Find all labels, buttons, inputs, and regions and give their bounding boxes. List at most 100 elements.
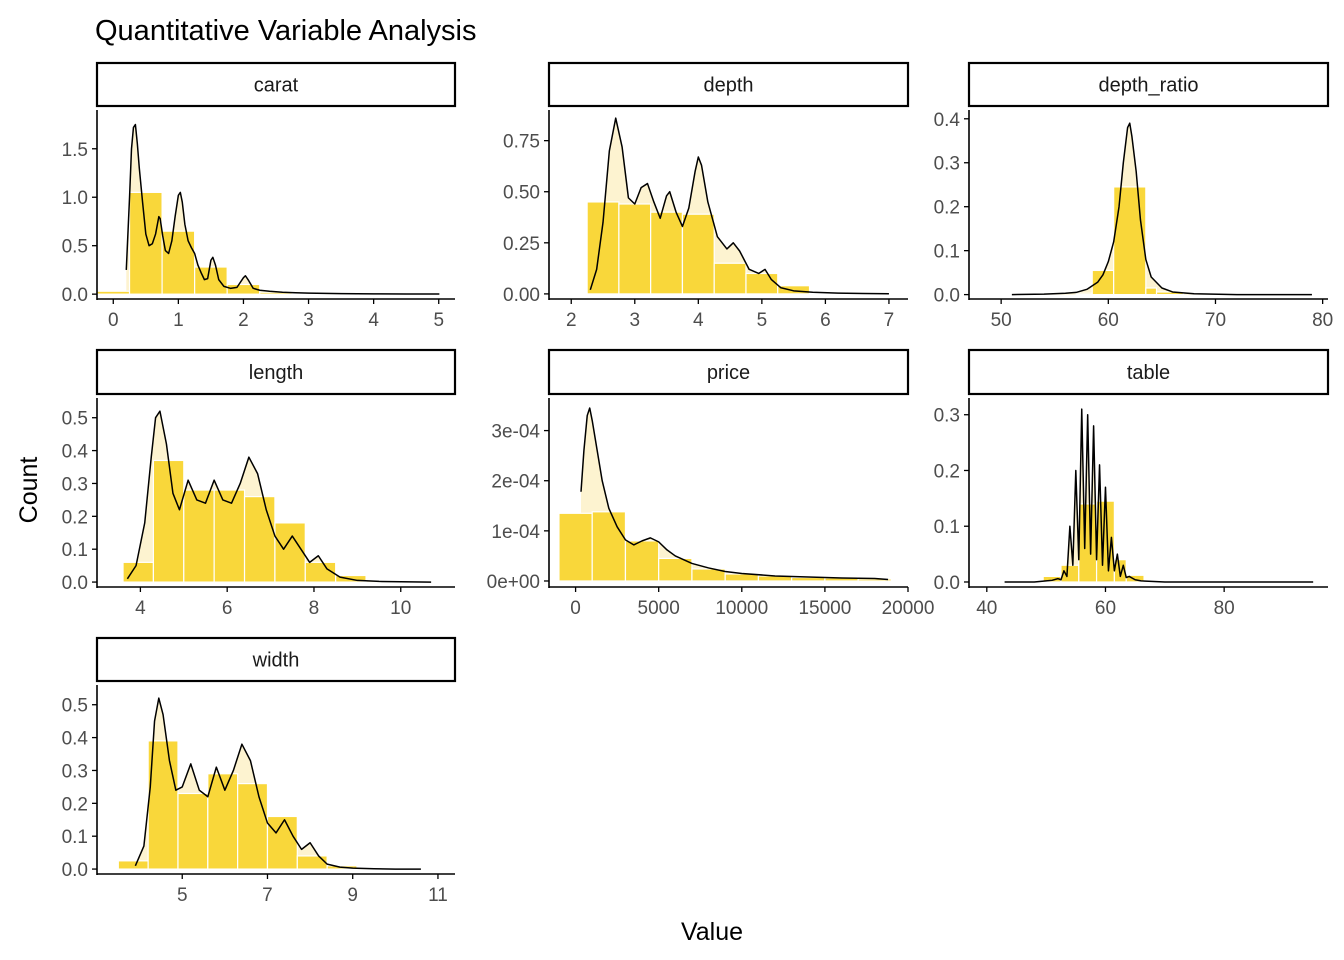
histogram-bar (591, 511, 627, 582)
x-tick-label: 6 (222, 598, 233, 619)
histogram-bar (304, 561, 337, 583)
density-area (1004, 409, 1314, 582)
x-tick-label: 1 (173, 310, 184, 331)
histogram-bar (152, 459, 185, 583)
histogram-bar (777, 285, 811, 295)
x-tick-label: 5000 (638, 598, 680, 619)
y-tick-label: 1.5 (62, 140, 88, 161)
y-tick-label: 0.3 (934, 154, 960, 175)
x-axis-title: Value (681, 918, 743, 946)
facet-strip-label: width (252, 650, 300, 672)
y-tick-label: 0.5 (62, 696, 88, 717)
x-tick-label: 60 (1098, 310, 1119, 331)
y-tick-label: 0e+00 (487, 572, 540, 593)
facet-strip (95, 636, 457, 683)
x-tick-label: 70 (1205, 310, 1226, 331)
histogram-bar (1125, 574, 1145, 583)
x-tick-label: 5 (757, 310, 768, 331)
y-tick-label: 0.3 (62, 474, 88, 495)
facet-strip-label: depth_ratio (1098, 75, 1198, 97)
facet-strip (967, 348, 1330, 396)
chart-title: Quantitative Variable Analysis (95, 15, 477, 47)
x-tick-label: 4 (368, 310, 379, 331)
y-tick-label: 0.1 (62, 827, 88, 848)
y-tick-label: 0.0 (934, 286, 960, 307)
facet-panel-table: table 0.0 0.1 0.2 0.3 40 60 80 (934, 348, 1330, 619)
x-tick-label: 6 (820, 310, 831, 331)
histogram-bar (624, 540, 660, 582)
x-tick-label: 0 (108, 310, 119, 331)
x-tick-label: 4 (693, 310, 704, 331)
y-tick-label: 0.4 (934, 110, 961, 131)
x-tick-label: 5 (177, 885, 188, 906)
x-tick-label: 11 (428, 885, 448, 906)
facet-strip-label: table (1127, 362, 1170, 384)
facet-strip (547, 61, 910, 108)
x-tick-label: 80 (1312, 310, 1333, 331)
y-tick-label: 0.0 (934, 573, 960, 594)
x-tick-label: 10 (390, 598, 411, 619)
density-line (580, 407, 889, 581)
histogram-bar (618, 203, 652, 295)
density-line (589, 117, 889, 295)
histogram-bar (177, 792, 209, 870)
histogram-bar (128, 191, 163, 295)
histogram-bar (207, 773, 239, 870)
y-tick-label: 0.25 (503, 234, 540, 255)
histogram-bar (1145, 287, 1158, 296)
y-tick-label: 0.5 (62, 237, 88, 258)
x-tick-label: 7 (262, 885, 273, 906)
histogram-bar (713, 262, 747, 295)
y-tick-label: 0.50 (503, 183, 540, 204)
histogram-bar (650, 211, 684, 295)
y-tick-label: 0.1 (934, 517, 960, 538)
facet-panel-length: length 0.0 0.1 0.2 0.3 0.4 0.5 4 6 8 10 (62, 348, 457, 619)
y-tick-label: 0.2 (934, 461, 960, 482)
x-tick-label: 20000 (882, 598, 935, 619)
histogram-bar (213, 489, 246, 583)
x-tick-label: 15000 (798, 598, 851, 619)
y-tick-label: 0.0 (62, 573, 88, 594)
x-tick-label: 40 (976, 598, 997, 619)
histogram-bar (161, 230, 196, 295)
histogram-bar (1113, 186, 1147, 296)
density-line (126, 410, 432, 583)
histogram-bar (558, 512, 593, 582)
facet-strip (95, 61, 457, 108)
x-tick-label: 8 (309, 598, 320, 619)
histogram-bar (296, 855, 328, 870)
facet-panel-depth: depth 0.00 0.25 0.50 0.75 2 3 4 5 6 7 (503, 61, 910, 331)
y-tick-label: 0.4 (62, 729, 89, 750)
histogram-bar (745, 272, 779, 295)
y-tick-label: 0.75 (503, 132, 540, 153)
y-tick-label: 0.0 (62, 285, 88, 306)
x-tick-label: 2 (566, 310, 577, 331)
density-line (1004, 408, 1314, 583)
x-tick-label: 3 (629, 310, 640, 331)
facet-strip (95, 348, 457, 396)
x-tick-label: 5 (433, 310, 444, 331)
y-tick-label: 1.0 (62, 188, 88, 209)
y-tick-label: 0.4 (62, 442, 89, 463)
y-tick-label: 0.2 (934, 198, 960, 219)
facet-panel-width: width 0.0 0.1 0.2 0.3 0.4 0.5 5 7 9 11 (62, 636, 457, 906)
y-tick-label: 0.2 (62, 507, 88, 528)
x-tick-label: 10000 (715, 598, 768, 619)
density-line (125, 123, 440, 295)
x-tick-label: 50 (991, 310, 1012, 331)
x-tick-label: 4 (135, 598, 146, 619)
histogram-bar (226, 283, 261, 295)
y-tick-label: 0.1 (62, 540, 88, 561)
facet-panel-carat: carat 0.0 0.5 1.0 1.5 0 1 2 3 4 5 (62, 61, 457, 331)
histogram-bar (1078, 503, 1098, 583)
y-tick-label: 0.3 (934, 406, 960, 427)
x-tick-label: 60 (1095, 598, 1116, 619)
histogram-bar (147, 740, 179, 870)
facet-strip-label: carat (254, 75, 299, 97)
facet-strip-label: depth (703, 75, 753, 97)
y-tick-label: 0.5 (62, 409, 88, 430)
histogram-bar (237, 783, 269, 870)
histogram-bar (183, 489, 215, 583)
